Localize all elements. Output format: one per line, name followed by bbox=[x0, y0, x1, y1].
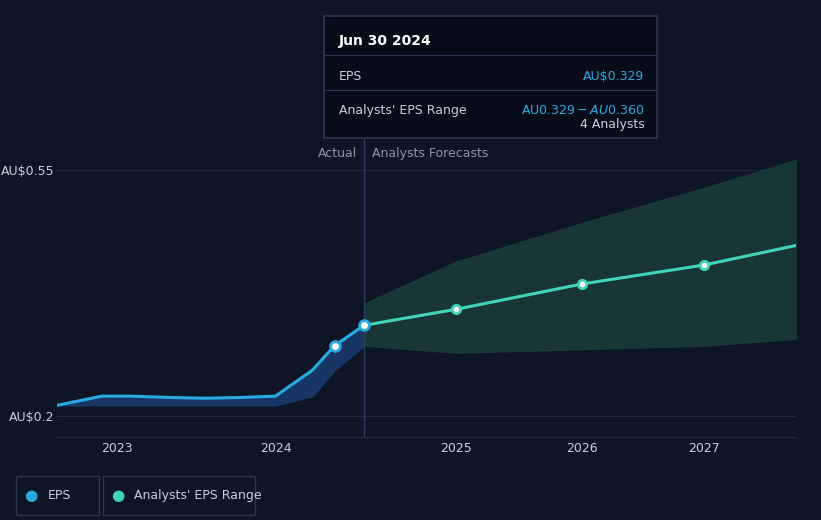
Text: Actual: Actual bbox=[318, 147, 356, 160]
Text: ●: ● bbox=[25, 488, 38, 503]
Text: EPS: EPS bbox=[339, 71, 362, 83]
Text: Analysts' EPS Range: Analysts' EPS Range bbox=[339, 104, 466, 118]
Text: Analysts Forecasts: Analysts Forecasts bbox=[372, 147, 488, 160]
Text: AU$0.329: AU$0.329 bbox=[583, 71, 644, 83]
Text: 4 Analysts: 4 Analysts bbox=[580, 118, 644, 131]
Text: AU$0.329 - AU$0.360: AU$0.329 - AU$0.360 bbox=[521, 104, 644, 118]
Text: Analysts' EPS Range: Analysts' EPS Range bbox=[134, 489, 261, 502]
Text: EPS: EPS bbox=[48, 489, 71, 502]
Text: ●: ● bbox=[111, 488, 124, 503]
Text: Jun 30 2024: Jun 30 2024 bbox=[339, 34, 432, 47]
